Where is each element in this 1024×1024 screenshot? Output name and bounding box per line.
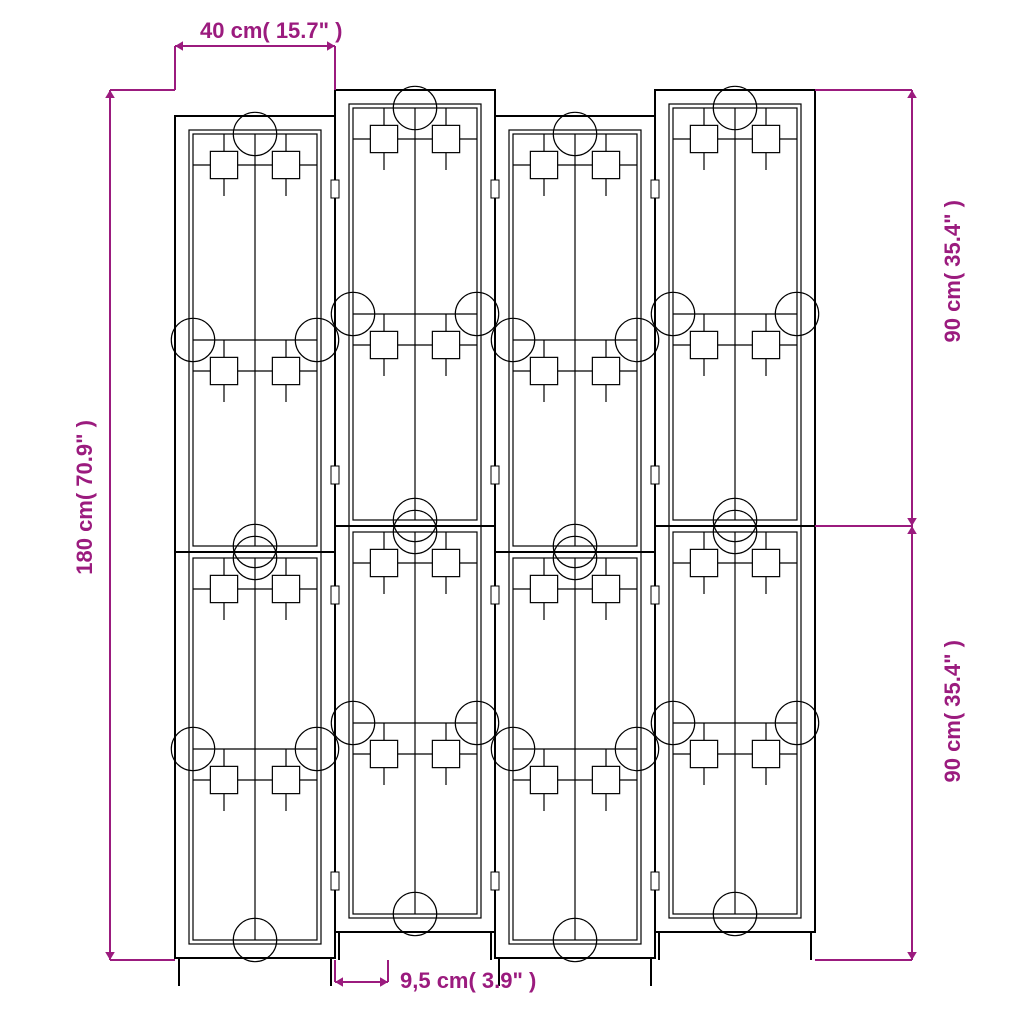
dim-width-label: 40 cm( 15.7" ) [200, 18, 343, 44]
diagram-svg [0, 0, 1024, 1024]
dim-half-bottom-label: 90 cm( 35.4" ) [940, 640, 966, 783]
dimension-diagram: 40 cm( 15.7" ) 180 cm( 70.9" ) 90 cm( 35… [0, 0, 1024, 1024]
dim-half-top-label: 90 cm( 35.4" ) [940, 200, 966, 343]
dim-depth-label: 9,5 cm( 3.9" ) [400, 968, 536, 994]
dim-height-label: 180 cm( 70.9" ) [72, 420, 98, 575]
